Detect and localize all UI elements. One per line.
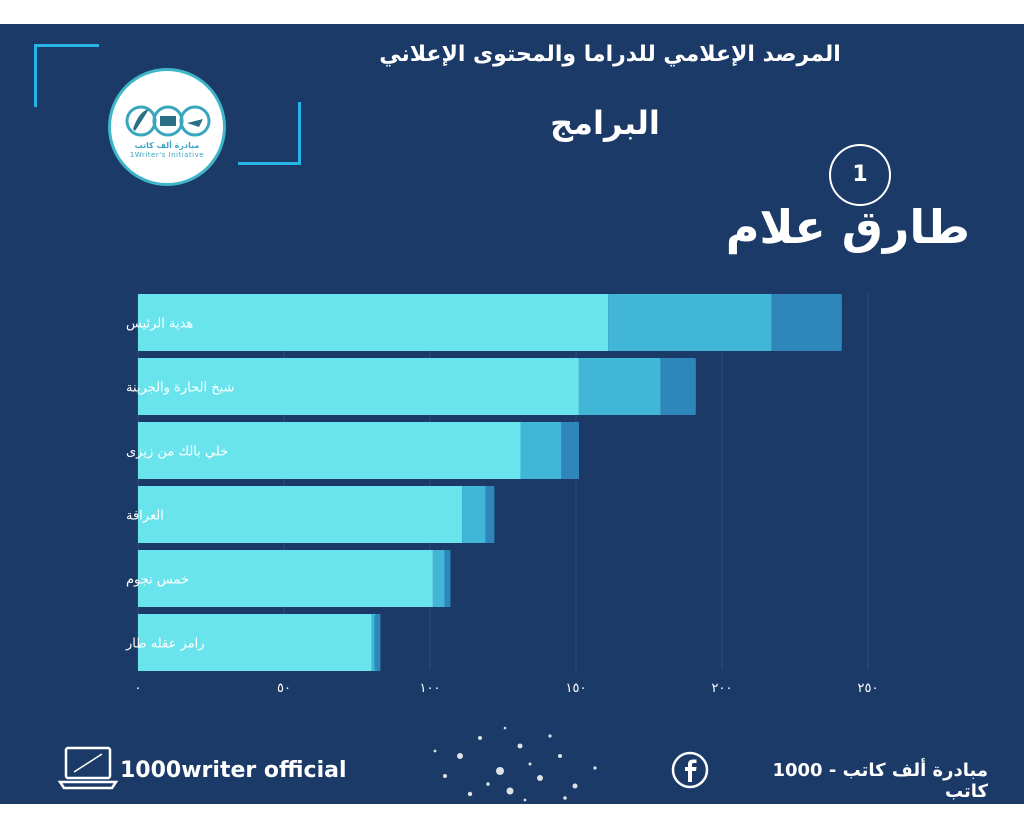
category-label: هدية الرئيس: [126, 317, 193, 332]
bar-segment: [138, 486, 463, 543]
paint-splash-decoration: [433, 726, 597, 802]
bar-segment: [138, 422, 521, 479]
page-title: المرصد الإعلامي للدراما والمحتوى الإعلان…: [379, 42, 841, 67]
footer-initiative: مبادرة ألف كاتب - 1000 كاتب: [772, 760, 988, 802]
bar-segment: [462, 486, 486, 543]
logo-english-name: 1Writer's Initiative: [129, 151, 205, 159]
bar-segment: [432, 550, 445, 607]
logo-rings-icon: [125, 105, 211, 137]
bar-end-cap: [488, 486, 495, 543]
x-tick-label: ١٠٠: [420, 681, 441, 696]
bar-end-cap: [835, 294, 842, 351]
bar-segment: [138, 294, 609, 351]
rank-badge: 1: [829, 144, 891, 206]
x-tick-label: ٠: [135, 681, 142, 696]
category-label: رامز عقله طار: [125, 637, 204, 652]
bar-end-cap: [689, 358, 696, 415]
logo-arabic-name: مبادرة ألف كاتب: [134, 141, 200, 150]
bar-segment: [138, 358, 579, 415]
bar-end-cap: [572, 422, 579, 479]
bar-segment: [608, 294, 772, 351]
person-name: طارق علام: [725, 200, 970, 254]
bar-end-cap: [374, 614, 381, 671]
category-label: خلي بالك من زيزى: [126, 445, 228, 460]
facebook-icon[interactable]: [671, 751, 709, 789]
category-label: خمس نجوم: [126, 573, 189, 588]
bar-segment: [771, 294, 842, 351]
bar-segment: [138, 614, 372, 671]
corner-frame-bottom-right: [238, 102, 301, 165]
category-label: شيخ الحارة والجرينة: [126, 381, 234, 396]
footer-brand: 1000writer official: [120, 758, 347, 783]
initiative-logo: مبادرة ألف كاتب 1Writer's Initiative: [108, 68, 226, 186]
bar-end-cap: [444, 550, 451, 607]
x-tick-label: ١٥٠: [566, 681, 587, 696]
laptop-icon: [57, 746, 119, 790]
section-subtitle: البرامج: [550, 104, 660, 142]
category-label: العرافة: [126, 509, 164, 524]
bar-segment: [520, 422, 562, 479]
corner-frame-top-left: [34, 44, 99, 107]
bar-segment: [138, 550, 433, 607]
x-tick-label: ٢٥٠: [858, 681, 879, 696]
x-tick-label: ٢٠٠: [712, 681, 733, 696]
x-tick-label: ٥٠: [277, 681, 291, 696]
bar-segment: [578, 358, 661, 415]
